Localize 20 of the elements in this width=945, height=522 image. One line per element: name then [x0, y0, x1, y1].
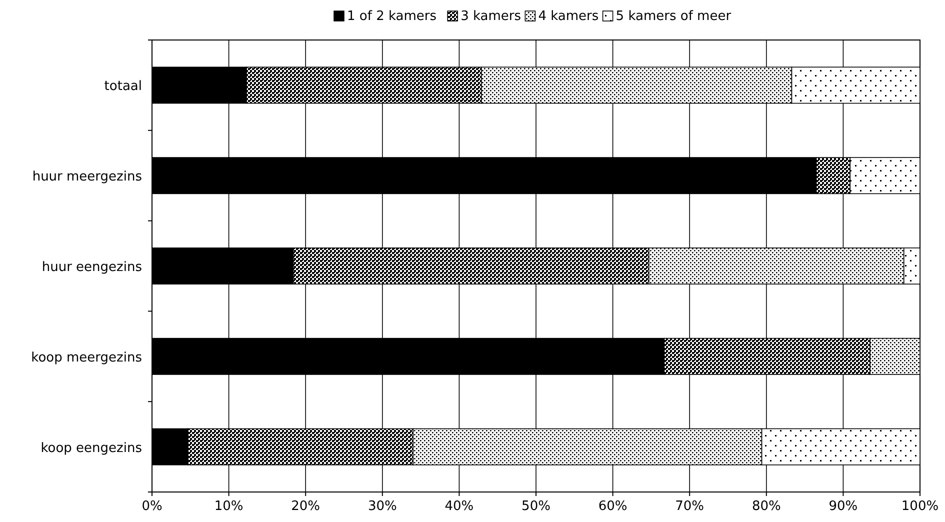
x-tick-label: 60% — [598, 499, 628, 514]
x-tick-label: 80% — [752, 499, 781, 514]
x-tick-label: 20% — [291, 499, 320, 514]
x-tick-label: 10% — [214, 499, 244, 514]
x-tick-label: 0% — [142, 499, 162, 514]
y-tick-label: huur eengezins — [42, 260, 142, 275]
x-tick-label: 70% — [675, 499, 704, 514]
y-tick-label: totaal — [104, 79, 142, 94]
y-tick-label: koop eengezins — [40, 440, 142, 456]
legend-label: 5 kamers of meer — [616, 9, 732, 24]
x-tick-label: 40% — [444, 499, 474, 514]
legend-label: 1 of 2 kamers — [347, 9, 437, 24]
legend-label: 3 kamers — [460, 9, 522, 24]
x-tick-label: 100% — [901, 499, 939, 514]
x-tick-label: 90% — [828, 499, 858, 514]
x-tick-label: 50% — [522, 499, 550, 514]
y-tick-label: huur meergezins — [32, 170, 142, 185]
legend-label: 4 kamers — [538, 9, 599, 24]
x-tick-label: 30% — [368, 499, 397, 514]
y-tick-label: koop meergezins — [31, 350, 142, 366]
